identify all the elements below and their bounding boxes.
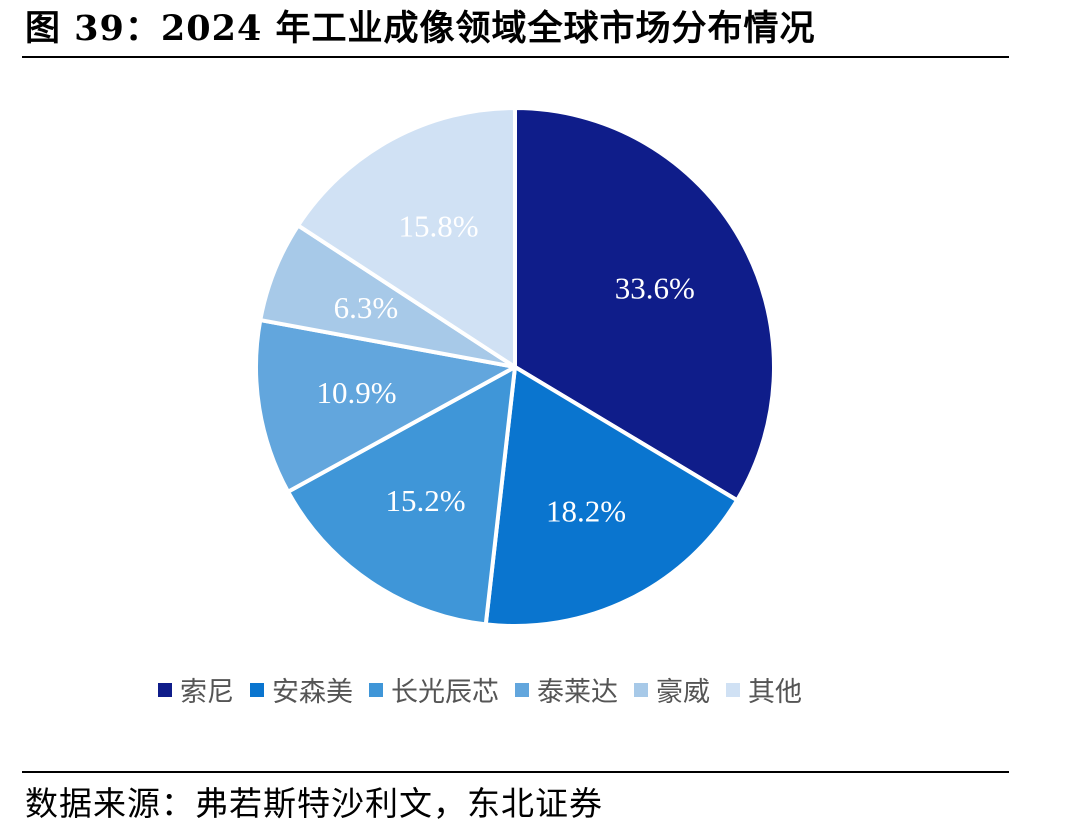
legend-label: 泰莱达 [537,677,618,708]
chart-legend: 索尼 安森美 长光辰芯 泰莱达 豪威 其他 [158,670,818,709]
legend-item: 泰莱达 [515,670,618,709]
slice-value-label: 15.8% [398,208,478,243]
legend-label: 豪威 [656,677,710,708]
slice-value-label: 33.6% [615,270,695,305]
source-rule [22,771,1009,773]
pie-slice [254,318,517,494]
legend-item: 其他 [726,670,802,709]
legend-swatch [634,682,648,697]
slice-value-label: 15.2% [386,483,466,518]
legend-swatch [158,682,172,697]
legend-swatch [726,682,740,697]
legend-label: 索尼 [180,677,234,708]
pie-slice [296,106,517,369]
legend-item: 安森美 [250,670,353,709]
legend-label: 安森美 [272,677,353,708]
legend-item: 索尼 [158,670,234,709]
slice-value-label: 10.9% [316,375,396,410]
pie-slice [286,365,517,627]
legend-label: 其他 [748,677,802,708]
slice-value-label: 6.3% [334,290,399,325]
figure-title: 图 39：2024 年工业成像领域全球市场分布情况 [25,8,816,49]
pie-slice [513,106,776,503]
legend-label: 长光辰芯 [391,677,499,708]
legend-swatch [369,682,383,697]
figure-source: 数据来源：弗若斯特沙利文，东北证券 [25,784,603,823]
legend-item: 长光辰芯 [369,670,499,709]
title-rule [22,56,1009,58]
pie-slice [483,365,740,628]
legend-swatch [250,682,264,697]
slice-value-label: 18.2% [546,493,626,528]
legend-item: 豪威 [634,670,710,709]
legend-swatch [515,682,529,697]
